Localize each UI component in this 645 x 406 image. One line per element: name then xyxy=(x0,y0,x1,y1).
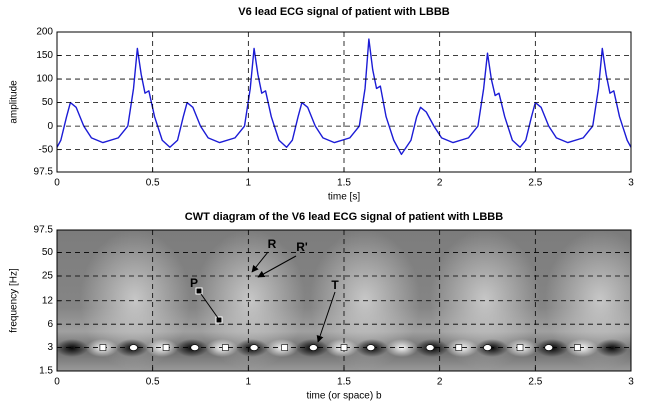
annotation: R' xyxy=(296,240,308,254)
texture xyxy=(386,339,418,357)
y-tick-label: 50 xyxy=(42,97,54,108)
y-tick-label: 0 xyxy=(47,121,53,132)
plot-layer: V6 lead ECG signal of patient with LBBB t… xyxy=(9,6,635,402)
max-marker xyxy=(455,344,463,351)
y-tick-label: 200 xyxy=(36,27,53,38)
x-tick-label: 0.5 xyxy=(146,377,160,388)
plot-frame xyxy=(56,31,632,173)
texture xyxy=(310,230,420,370)
texture xyxy=(430,230,540,370)
texture xyxy=(566,339,598,357)
arrow xyxy=(251,251,269,273)
x-tick-label: 0.5 xyxy=(146,178,160,189)
y-axis-label: amplitude xyxy=(9,80,20,124)
texture xyxy=(80,230,190,370)
max-marker xyxy=(574,344,581,351)
x-tick-label: 2 xyxy=(437,377,443,388)
texture xyxy=(476,339,508,357)
y-axis-label: frequency [Hz] xyxy=(9,268,20,333)
max-marker xyxy=(366,344,376,351)
x-tick-label: 1 xyxy=(246,178,252,189)
y-tick-label: 25 xyxy=(42,271,54,282)
annotation: P xyxy=(190,276,198,290)
ecg-line xyxy=(56,38,632,156)
max-marker xyxy=(249,344,259,351)
x-tick-label: 1.5 xyxy=(337,377,351,388)
max-marker xyxy=(425,344,435,351)
texture xyxy=(545,230,631,370)
max-marker xyxy=(483,344,492,351)
arrow xyxy=(200,293,219,319)
x-tick-label: 0 xyxy=(54,377,60,388)
x-tick-label: 0 xyxy=(54,178,60,189)
x-tick-label: 2.5 xyxy=(528,178,542,189)
marker xyxy=(195,287,203,295)
arrow xyxy=(316,291,336,343)
arrow xyxy=(257,255,297,278)
annotation: T xyxy=(331,278,339,292)
max-marker xyxy=(516,344,524,351)
x-tick-label: 2 xyxy=(437,178,443,189)
x-axis-label: time [s] xyxy=(328,192,360,203)
y-tick-label: 50 xyxy=(42,247,54,258)
y-tick-label: 6 xyxy=(47,319,53,330)
texture xyxy=(596,339,628,357)
max-marker xyxy=(309,344,318,351)
max-marker xyxy=(281,344,288,351)
max-marker xyxy=(99,344,107,351)
texture xyxy=(206,339,238,357)
max-marker xyxy=(544,344,554,351)
x-tick-label: 1.5 xyxy=(337,178,351,189)
marker xyxy=(215,316,223,324)
max-marker xyxy=(222,344,229,351)
x-tick-label: 3 xyxy=(628,377,634,388)
texture xyxy=(195,230,305,370)
y-tick-label: 150 xyxy=(36,50,53,61)
texture xyxy=(57,339,88,357)
y-tick-label: 1.5 xyxy=(39,366,53,377)
y-tick-label: -50 xyxy=(39,144,54,155)
plot-frame xyxy=(56,229,632,372)
max-marker xyxy=(190,344,200,351)
max-marker xyxy=(162,344,170,351)
scalogram-image xyxy=(57,230,631,371)
x-tick-label: 2.5 xyxy=(528,377,542,388)
x-tick-label: 3 xyxy=(628,178,634,189)
annotation: R xyxy=(268,237,277,251)
max-marker xyxy=(129,344,138,351)
y-tick-label: 3 xyxy=(47,342,53,353)
max-marker xyxy=(340,344,348,351)
chart-title: V6 lead ECG signal of patient with LBBB xyxy=(238,6,450,18)
annotation-arrows xyxy=(195,251,336,343)
y-tick-label: 97.5 xyxy=(34,225,54,236)
x-tick-label: 1 xyxy=(246,377,252,388)
x-axis-label: time (or space) b xyxy=(306,391,381,401)
y-tick-label: 97.5 xyxy=(34,167,54,178)
chart-title: CWT diagram of the V6 lead ECG signal of… xyxy=(185,211,503,223)
y-tick-label: 12 xyxy=(42,295,54,306)
texture xyxy=(146,339,178,357)
y-tick-label: 100 xyxy=(36,74,53,85)
